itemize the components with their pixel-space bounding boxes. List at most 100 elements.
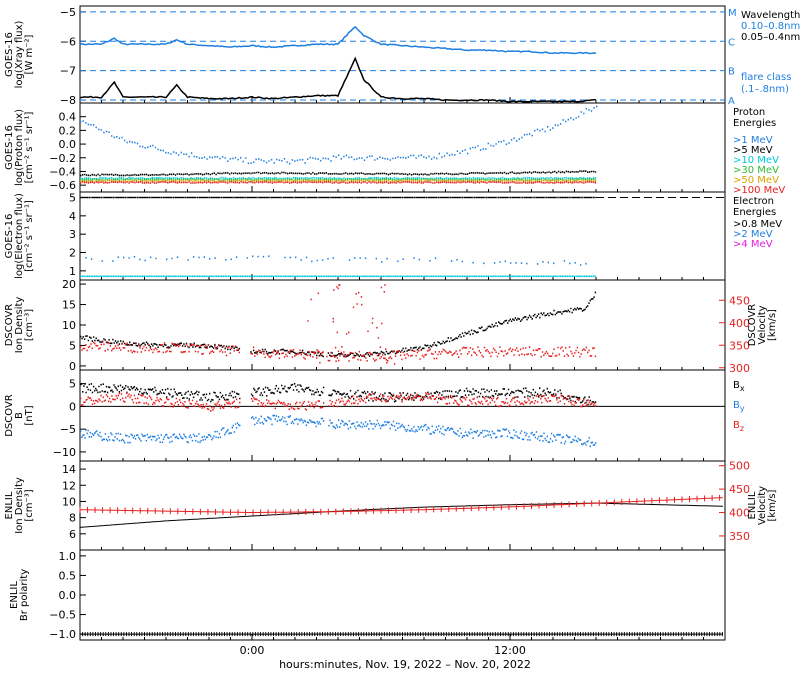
- legend-title: Electron: [733, 196, 774, 207]
- y-tick-label: −10: [53, 446, 76, 459]
- y-tick-label: 8: [69, 512, 76, 525]
- y-axis-label: GOES-16log(Electron flux)[cm⁻² s⁻¹ sr⁻¹]: [4, 193, 35, 279]
- y-tick-label-right: 350: [729, 530, 750, 543]
- y-tick-label: 5: [69, 339, 76, 352]
- y-axis-label-line: [cm⁻³]: [24, 309, 35, 341]
- legend-footer: flare class: [741, 72, 791, 83]
- legend-entry: 0.10–0.8nm: [741, 21, 800, 32]
- y-axis-label-line: Ion Density: [14, 297, 25, 354]
- series-density: [80, 291, 597, 358]
- series-velocity: [79, 494, 723, 516]
- y-tick-label: −0.5: [49, 609, 76, 622]
- series-points: [80, 105, 598, 165]
- y-tick-label: 20: [62, 278, 76, 291]
- y-tick-label: 5: [69, 192, 76, 205]
- y-tick-label-right: 400: [729, 317, 750, 330]
- y-axis-label-right-line: DSCOVR: [747, 304, 758, 347]
- y-axis-label-line: Ion Density: [14, 477, 25, 534]
- y-axis-label-right-line: [km/s]: [767, 489, 778, 521]
- y-axis-label: ENLILBr polarity: [9, 569, 30, 621]
- y-tick-label: −1.0: [49, 628, 76, 641]
- y-axis-label-line: DSCOVR: [4, 394, 15, 437]
- legend-entry: >30 MeV: [733, 165, 779, 176]
- y-tick-label: 0.0: [59, 138, 77, 151]
- legend-entry-subscript: y: [740, 404, 745, 413]
- y-tick-label: −0.4: [49, 165, 76, 178]
- y-tick-label: −0.2: [49, 152, 76, 165]
- y-axis-label-right: ENLILVelocity[km/s]: [747, 486, 778, 525]
- flare-class-label: B: [728, 67, 735, 78]
- y-axis-label-right-line: [km/s]: [767, 309, 778, 341]
- y-tick-label: 4: [69, 210, 76, 223]
- y-tick-label: 0: [69, 360, 76, 373]
- legend-title: Wavelength: [741, 10, 800, 21]
- y-axis-label-line: log(Electron flux): [14, 193, 25, 279]
- legend-entry: >10 MeV: [733, 155, 779, 166]
- legend-entry: >100 MeV: [733, 185, 785, 196]
- series-0-10-0-8nm: [79, 25, 597, 55]
- y-tick-label: −5: [60, 6, 76, 19]
- legend-entry: Bz: [733, 420, 744, 433]
- series-points: [80, 414, 597, 448]
- series-points: [80, 291, 597, 358]
- legend-title: Energies: [733, 207, 776, 218]
- y-tick-label: −6: [60, 35, 76, 48]
- y-tick-label-right: 450: [729, 294, 750, 307]
- series-outliers: [307, 284, 396, 365]
- y-axis-label-line: GOES-16: [4, 125, 15, 170]
- y-tick-label-right: 500: [729, 460, 750, 473]
- y-tick-label: 0.5: [59, 569, 77, 582]
- series-line: [79, 502, 723, 528]
- y-tick-label: −0.6: [49, 179, 76, 192]
- legend-entry-base: B: [733, 420, 740, 431]
- y-tick-label: 0.4: [59, 111, 77, 124]
- series-points: [85, 255, 587, 266]
- flare-class-label: C: [728, 37, 735, 48]
- panel-proton: 0.40.20.0−0.2−0.4−0.6 GOES-16log(Proton f…: [4, 102, 785, 196]
- flare-class-label: M: [728, 8, 737, 19]
- legend-entry: >5 MeV: [733, 145, 773, 156]
- y-tick-label-right: 450: [729, 483, 750, 496]
- legend-title: Energies: [733, 118, 776, 129]
- y-tick-label: 12: [62, 479, 76, 492]
- panel-frame: [79, 460, 726, 551]
- y-axis-label-line: DSCOVR: [4, 304, 15, 347]
- legend-entry: >0.8 MeV: [733, 219, 782, 230]
- y-axis-label-line: ENLIL: [4, 491, 15, 519]
- series--1-mev: [80, 105, 598, 165]
- y-tick-label: 14: [62, 463, 76, 476]
- y-axis-label: DSCOVRB[nT]: [4, 394, 35, 437]
- y-axis-label: DSCOVRIon Density[cm⁻³]: [4, 297, 35, 354]
- y-axis-label: ENLILIon Density[cm⁻³]: [4, 477, 35, 534]
- y-tick-label: 15: [62, 299, 76, 312]
- y-axis-label-right-line: Velocity: [757, 486, 768, 525]
- y-tick-label: 0.2: [59, 124, 77, 137]
- legend-entry-subscript: z: [740, 424, 744, 433]
- legend-entry: >50 MeV: [733, 175, 779, 186]
- y-tick-label: 2: [69, 247, 76, 260]
- legend-entry-base: B: [733, 400, 740, 411]
- series-by: [80, 414, 597, 448]
- y-tick-label: 6: [69, 528, 76, 541]
- panel-frame: [79, 5, 726, 104]
- y-tick-label: 10: [62, 319, 76, 332]
- panel-electron: 5 4 3 2 1 GOES-16log(Electron flux)[cm⁻² s⁻¹ …: [4, 191, 782, 281]
- series-points: [80, 392, 597, 412]
- legend-title: Proton: [733, 107, 765, 118]
- series-line: [79, 56, 597, 103]
- y-tick-label: 10: [62, 495, 76, 508]
- legend-entry: >4 MeV: [733, 239, 773, 250]
- y-tick-label: 0: [69, 400, 76, 413]
- y-axis-label-line: log(Proton flux): [14, 109, 25, 186]
- x-tick-label: 12:00: [494, 644, 526, 657]
- y-tick-label: −5: [60, 423, 76, 436]
- y-axis-label-line: GOES-16: [4, 32, 15, 77]
